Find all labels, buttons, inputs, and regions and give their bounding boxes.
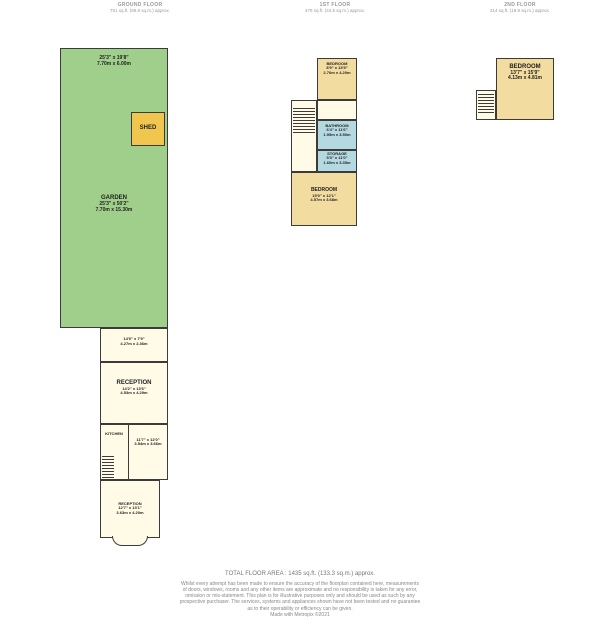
first-hall-connector	[317, 100, 357, 120]
stairs-ground	[102, 456, 114, 478]
first-storage-label: STORAGE 5'3" x 11'0" 1.60m x 3.35m	[317, 152, 357, 165]
second-bed-label: BEDROOM 13'7" x 15'9" 4.13m x 4.81m	[496, 64, 554, 82]
garden-label: GARDEN 25'3" x 50'2" 7.70m x 15.30m	[60, 195, 168, 213]
footer-total: TOTAL FLOOR AREA : 1435 sq.ft. (133.3 sq…	[60, 571, 540, 579]
kitchen-wall	[128, 424, 129, 480]
first-big-bed-met: 4.57m x 3.68m	[291, 198, 357, 203]
footer: TOTAL FLOOR AREA : 1435 sq.ft. (133.3 sq…	[0, 571, 600, 618]
first-storage-met: 1.60m x 3.35m	[317, 161, 357, 165]
reception-2-bay	[112, 536, 148, 546]
reception2-label: RECEPTION 12'7" x 13'1" 3.63m x 4.20m	[100, 502, 160, 515]
garden-metric: 7.70m x 15.30m	[60, 208, 168, 214]
conservatory-metric: 4.27m x 2.36m	[100, 342, 168, 347]
header-ground-sub: 751 sq.ft. (69.8 sq.m.) approx.	[80, 8, 200, 13]
garden-top-dims: 25'3" x 19'8" 7.70m x 6.00m	[60, 56, 168, 68]
kitchen-metric: 3.54m x 3.66m	[129, 442, 167, 446]
header-ground: GROUND FLOOR 751 sq.ft. (69.8 sq.m.) app…	[80, 2, 200, 13]
reception1-label: RECEPTION 14'2" x 13'6" 4.53m x 4.29m	[100, 380, 168, 396]
first-big-bed-label: BEDROOM 15'0" x 12'1" 4.57m x 3.68m	[291, 188, 357, 203]
stairs-first	[293, 108, 315, 134]
reception1-metric: 4.53m x 4.29m	[100, 391, 168, 396]
garden	[60, 48, 168, 328]
first-bath-label: BATHROOM 6'4" x 11'6" 1.95m x 3.50m	[317, 124, 357, 137]
kitchen-dims: 11'7" x 12'0" 3.54m x 3.66m	[129, 438, 167, 447]
stairs-second	[478, 94, 494, 116]
reception2-metric: 3.63m x 4.20m	[100, 511, 160, 515]
second-bed-met: 4.13m x 4.81m	[496, 76, 554, 82]
kitchen-label: KITCHEN	[100, 432, 128, 436]
header-first-sub: 479 sq.ft. (44.5 sq.m.) approx.	[275, 8, 395, 13]
shed-label: SHED	[131, 125, 165, 132]
footer-l6: Made with Metropix ©2021	[60, 612, 540, 618]
conservatory-dims: 14'0" x 7'9" 4.27m x 2.36m	[100, 337, 168, 346]
garden-top-metric: 7.70m x 6.00m	[60, 62, 168, 68]
header-second: 2ND FLOOR 214 sq.ft. (19.9 sq.m.) approx…	[460, 2, 580, 13]
first-small-bed-label: BEDROOM 8'9" x 13'9" 2.70m x 4.20m	[317, 62, 357, 75]
header-first: 1ST FLOOR 479 sq.ft. (44.5 sq.m.) approx…	[275, 2, 395, 13]
first-small-bed-met: 2.70m x 4.20m	[317, 71, 357, 75]
kitchen-name: KITCHEN	[100, 432, 128, 436]
header-second-sub: 214 sq.ft. (19.9 sq.m.) approx.	[460, 8, 580, 13]
first-bath-met: 1.95m x 3.50m	[317, 133, 357, 137]
